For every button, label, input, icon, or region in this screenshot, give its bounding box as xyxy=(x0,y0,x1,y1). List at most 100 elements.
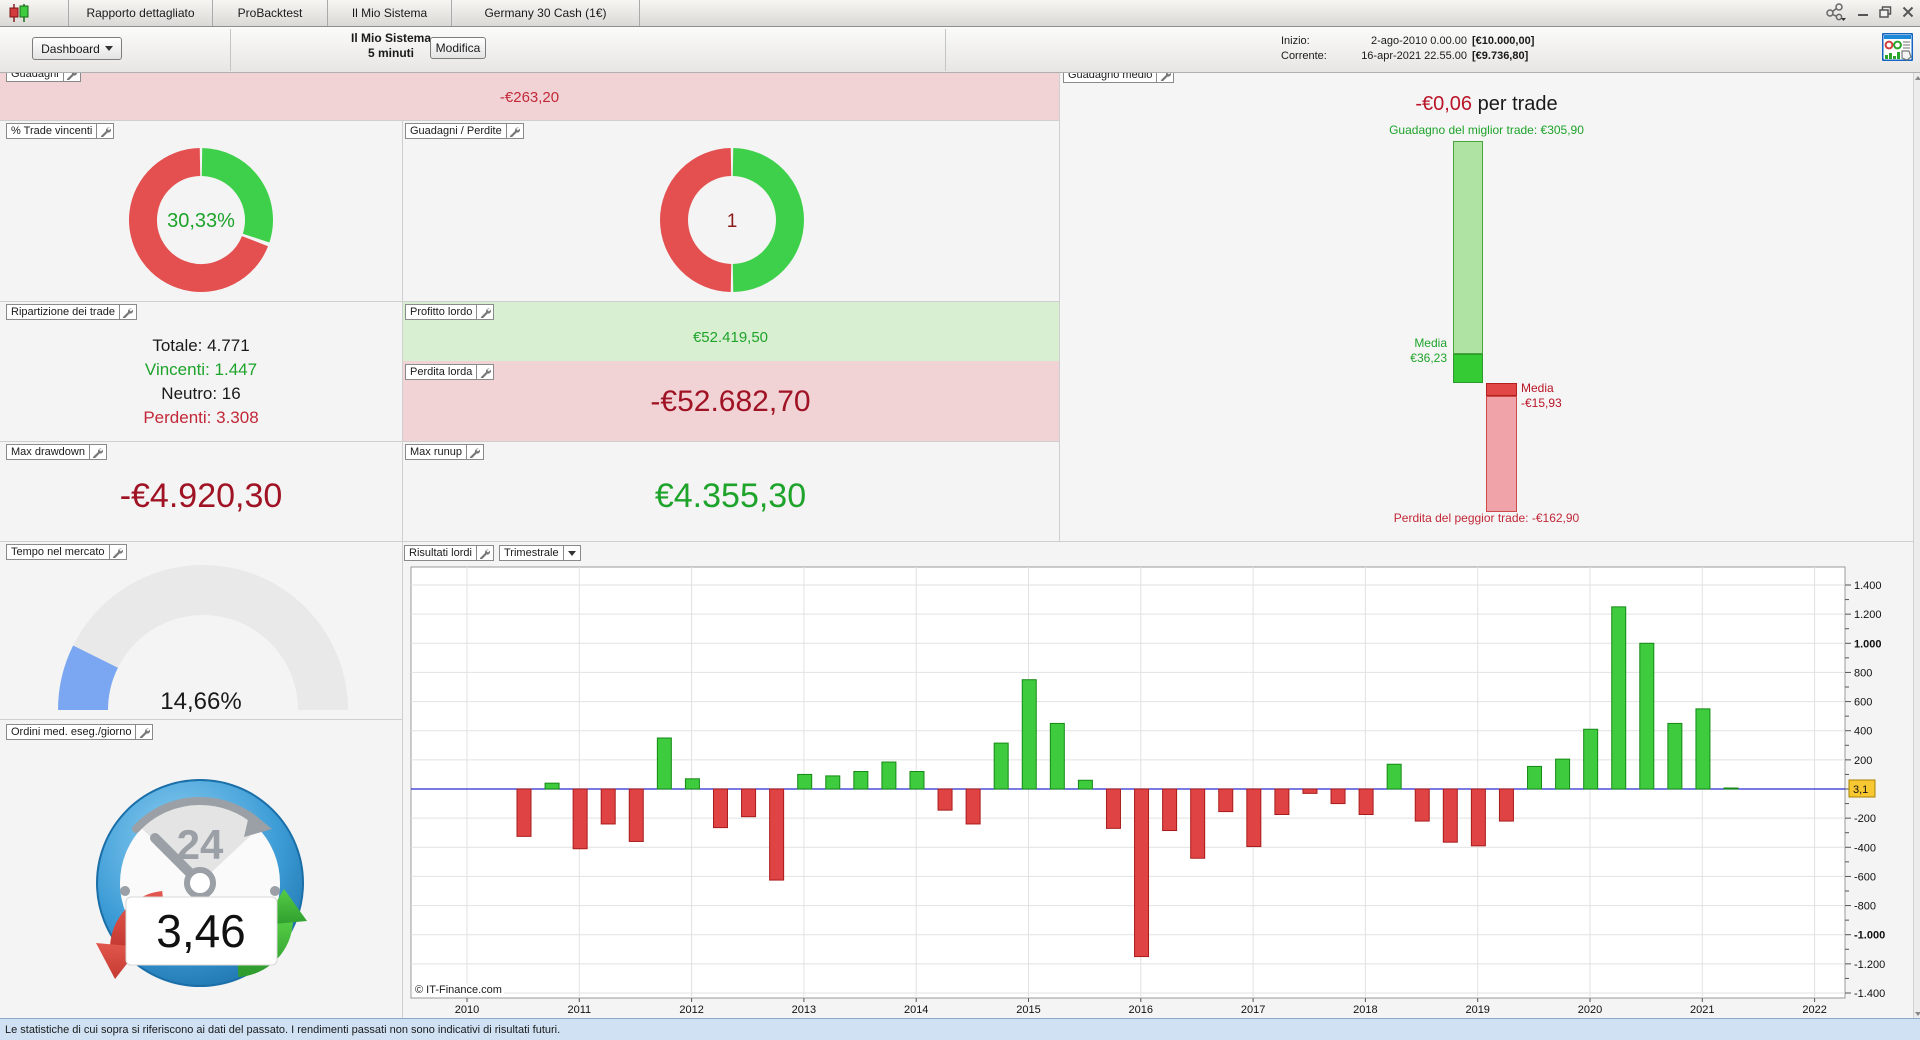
profitto-lordo-panel-label: Profitto lordo xyxy=(405,304,495,320)
wrench-icon[interactable] xyxy=(96,124,114,138)
panel-guadagno-medio: Guadagno medio -€0,06 per trade Guadagno… xyxy=(1059,73,1913,541)
worst-trade-bar xyxy=(1486,395,1517,512)
row-divider xyxy=(0,120,1059,121)
report-icon[interactable] xyxy=(1881,32,1914,66)
row-divider xyxy=(0,441,1059,442)
wrench-icon[interactable] xyxy=(135,725,153,739)
wrench-icon[interactable] xyxy=(475,546,493,560)
svg-text:200: 200 xyxy=(1854,755,1872,767)
avg-per-trade-value: -€0,06 xyxy=(1415,93,1473,115)
wrench-icon[interactable] xyxy=(62,73,80,81)
wrench-icon[interactable] xyxy=(476,365,494,379)
inizio-amount: [€10.000,00] xyxy=(1472,35,1535,47)
best-trade-label: Guadagno del miglior trade: €305,90 xyxy=(1389,123,1584,137)
row-divider xyxy=(0,719,402,720)
scroll-down-icon[interactable] xyxy=(1914,1009,1920,1018)
guadagno-medio-panel-label: Guadagno medio xyxy=(1063,73,1175,83)
tempo-mercato-panel-label: Tempo nel mercato xyxy=(6,544,127,560)
wrench-icon[interactable] xyxy=(505,124,523,138)
svg-text:1.200: 1.200 xyxy=(1854,609,1882,621)
ripartizione-panel-label: Ripartizione dei trade xyxy=(6,304,137,320)
share-icon[interactable] xyxy=(1825,3,1847,21)
svg-text:-800: -800 xyxy=(1854,901,1876,913)
svg-text:1.400: 1.400 xyxy=(1854,580,1882,592)
wrench-icon[interactable] xyxy=(118,305,136,319)
svg-text:800: 800 xyxy=(1854,667,1872,679)
svg-text:-200: -200 xyxy=(1854,813,1876,825)
panel-perdita-lorda: Perdita lorda -€52.682,70 xyxy=(402,361,1059,441)
time-in-market-value: 14,66% xyxy=(160,688,242,715)
tab-il-mio-sistema[interactable]: Il Mio Sistema xyxy=(328,0,452,26)
corrente-date: 16-apr-2021 22.55.00 xyxy=(1361,50,1467,62)
total-trades: Totale: 4.771 xyxy=(152,336,250,355)
svg-text:2019: 2019 xyxy=(1465,1004,1489,1016)
chart-copyright: © IT-Finance.com xyxy=(413,984,504,996)
column-divider xyxy=(402,120,403,1018)
max-runup-value: €4.355,30 xyxy=(654,477,807,515)
max-runup-panel-label: Max runup xyxy=(405,444,484,460)
clock-24-label: 24 xyxy=(177,821,224,868)
trade-vincenti-panel-label: % Trade vincenti xyxy=(6,123,115,139)
ordini-panel-label: Ordini med. eseg./giorno xyxy=(6,724,154,740)
svg-text:2015: 2015 xyxy=(1016,1004,1040,1016)
max-drawdown-value: -€4.920,30 xyxy=(119,477,283,515)
account-period-info: Inizio: 2-ago-2010 0.00.00 [€10.000,00] Co… xyxy=(1281,34,1534,64)
max-drawdown-panel-label: Max drawdown xyxy=(6,444,107,460)
orders-clock-icon: 24 3,46 xyxy=(96,779,307,987)
restore-icon[interactable] xyxy=(1879,6,1892,18)
tab-probacktest[interactable]: ProBacktest xyxy=(213,0,328,26)
wrench-icon[interactable] xyxy=(476,305,494,319)
perdita-lorda-panel-label: Perdita lorda xyxy=(405,364,495,380)
perdita-lorda-value: -€52.682,70 xyxy=(650,385,811,418)
dashboard-dropdown[interactable]: Dashboard xyxy=(32,37,122,60)
corrente-label: Corrente: xyxy=(1281,50,1327,62)
panel-guadagni: Guadagni -€263,20 xyxy=(0,73,1059,120)
wrench-icon[interactable] xyxy=(1156,73,1174,82)
svg-text:2014: 2014 xyxy=(904,1004,928,1016)
svg-text:2022: 2022 xyxy=(1802,1004,1826,1016)
svg-text:600: 600 xyxy=(1854,697,1872,709)
svg-text:1.000: 1.000 xyxy=(1854,638,1882,650)
period-dropdown[interactable]: Trimestrale xyxy=(499,545,581,561)
neutral-trades: Neutro: 16 xyxy=(161,384,241,403)
svg-text:2013: 2013 xyxy=(792,1004,816,1016)
losing-trades: Perdenti: 3.308 xyxy=(143,408,259,427)
avg-per-trade-title: -€0,06 per trade xyxy=(1415,93,1558,115)
panel-tempo-mercato: Tempo nel mercato xyxy=(0,541,402,719)
risultati-lordi-panel-label: Risultati lordi xyxy=(404,545,494,561)
toolbar-separator xyxy=(230,29,231,71)
system-timeframe: 5 minuti xyxy=(367,46,414,60)
disclaimer-text: Le statistiche di cui sopra si riferisco… xyxy=(5,1023,561,1036)
guadagni-value: -€263,20 xyxy=(499,89,560,106)
quarterly-results-bar-chart: 2010 2011 2012 2013 2014 2015 2016 2017 2018 2019… xyxy=(410,566,1885,1016)
win-ratio-value: 30,33% xyxy=(167,210,235,232)
panel-guadagni-perdite: Guadagni / Perdite 1 xyxy=(402,120,1059,301)
corrente-amount: [€9.736,80] xyxy=(1472,50,1529,62)
svg-text:-600: -600 xyxy=(1854,871,1876,883)
wrench-icon[interactable] xyxy=(465,445,483,459)
svg-text:400: 400 xyxy=(1854,726,1872,738)
svg-text:2020: 2020 xyxy=(1578,1004,1602,1016)
tab-rapporto-dettagliato[interactable]: Rapporto dettagliato xyxy=(68,0,213,26)
winning-trades: Vincenti: 1.447 xyxy=(144,360,258,379)
wrench-icon[interactable] xyxy=(88,445,106,459)
chevron-down-icon xyxy=(562,546,580,560)
tab-germany-30-cash[interactable]: Germany 30 Cash (1€) xyxy=(452,0,640,26)
minimize-icon[interactable] xyxy=(1857,6,1869,18)
chevron-down-icon xyxy=(104,46,113,51)
profitto-lordo-value: €52.419,50 xyxy=(692,329,769,346)
status-bar: Le statistiche di cui sopra si riferisco… xyxy=(0,1018,1920,1040)
svg-text:-400: -400 xyxy=(1854,842,1876,854)
gain-loss-ratio-value: 1 xyxy=(726,211,738,232)
tab-bar: Rapporto dettagliato ProBacktest Il Mio … xyxy=(0,0,1920,27)
guadagni-panel-label: Guadagni xyxy=(6,73,81,82)
close-icon[interactable] xyxy=(1902,6,1914,18)
scroll-up-icon[interactable] xyxy=(1914,73,1920,82)
row-divider xyxy=(0,541,1913,542)
gain-loss-donut-chart xyxy=(660,148,804,292)
modifica-button[interactable]: Modifica xyxy=(430,37,486,59)
system-name: Il Mio Sistema xyxy=(350,31,432,45)
toolbar: Dashboard Il Mio Sistema 5 minuti Modifi… xyxy=(0,27,1920,73)
wrench-icon[interactable] xyxy=(108,545,126,559)
vertical-scrollbar[interactable] xyxy=(1913,73,1920,1018)
